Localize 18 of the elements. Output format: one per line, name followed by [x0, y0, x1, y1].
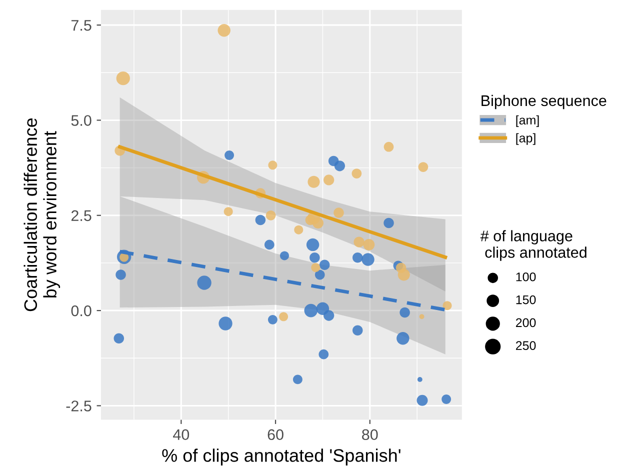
y-tick-label: 0.0 — [71, 305, 92, 316]
legend-label: 200 — [516, 318, 536, 328]
legend-title: Biphone sequence — [482, 94, 606, 110]
y-tick-label: -2.5 — [66, 400, 92, 412]
legend-label: [am] — [516, 115, 539, 128]
y-tick-label: 7.5 — [71, 20, 92, 31]
x-tick-label: 80 — [362, 429, 378, 440]
y-axis-title: Coarticulation difference by word environment — [24, 118, 60, 312]
legend-label: 150 — [516, 295, 536, 304]
x-axis-title: % of clips annotated 'Spanish' — [162, 448, 400, 466]
legend-label: [ap] — [516, 133, 536, 145]
y-tick-label: 5.0 — [71, 115, 92, 126]
y-tick-label: 2.5 — [71, 210, 92, 222]
text: # of language clips annotated — [480, 230, 586, 261]
legend-label: 250 — [516, 341, 536, 350]
x-tick-label: 60 — [268, 429, 284, 440]
x-tick-label: 40 — [173, 429, 190, 440]
legend-label: 100 — [516, 272, 536, 282]
